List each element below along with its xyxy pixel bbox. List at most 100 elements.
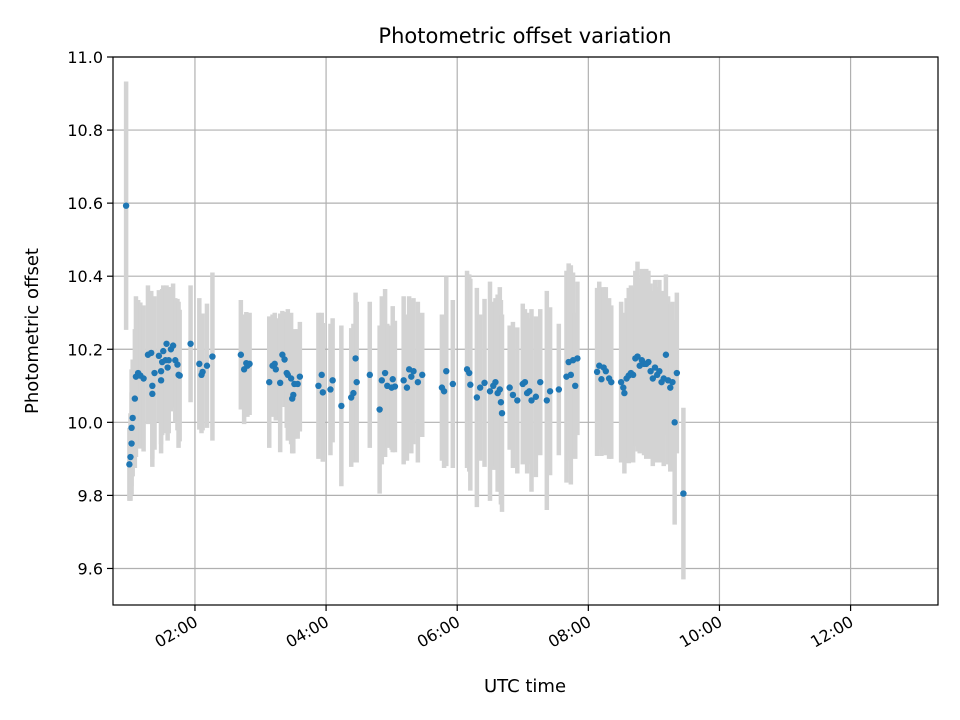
x-tick-label: 10:00 <box>676 612 725 652</box>
data-point <box>543 397 551 404</box>
data-point <box>169 342 177 349</box>
error-bars <box>123 81 686 580</box>
data-point <box>131 395 139 402</box>
data-point <box>509 391 517 399</box>
data-point <box>481 379 488 387</box>
y-axis-label: Photometric offset <box>22 248 43 414</box>
data-point <box>126 461 133 468</box>
data-point <box>127 453 134 461</box>
data-point <box>296 373 304 380</box>
data-point <box>151 369 158 377</box>
data-point <box>414 378 422 386</box>
data-point <box>473 394 481 401</box>
x-tick-label: 08:00 <box>545 612 594 652</box>
data-point <box>443 367 450 375</box>
data-point <box>329 377 336 384</box>
data-point <box>246 360 253 368</box>
data-point <box>634 353 641 360</box>
data-point <box>381 369 389 377</box>
data-point <box>651 364 659 371</box>
data-point <box>617 378 625 386</box>
data-point <box>671 419 678 426</box>
data-point <box>376 406 383 413</box>
data-point <box>567 371 575 379</box>
x-axis-ticks: 02:00 04:00 06:00 08:00 10:00 12:00 <box>152 605 857 652</box>
data-point <box>521 378 529 386</box>
data-point <box>389 376 396 383</box>
data-point <box>209 353 216 360</box>
data-point <box>598 376 605 383</box>
data-point <box>408 373 415 380</box>
data-point <box>496 386 504 393</box>
y-tick-label: 10.8 <box>67 121 103 140</box>
data-point <box>271 360 278 368</box>
y-axis-ticks: 9.6 9.8 10.0 10.2 10.4 10.6 10.8 11.0 <box>67 48 113 578</box>
data-point <box>440 388 448 395</box>
y-tick-label: 10.0 <box>67 413 103 432</box>
x-axis-label: UTC time <box>484 676 566 697</box>
data-point <box>350 389 357 397</box>
data-point <box>466 369 473 377</box>
data-point <box>187 340 194 347</box>
data-point <box>164 364 171 371</box>
data-point <box>680 490 687 497</box>
data-point <box>419 371 426 379</box>
data-point <box>157 367 165 375</box>
data-point <box>315 382 322 389</box>
data-point <box>621 389 628 397</box>
data-point <box>492 378 499 386</box>
data-point <box>647 367 654 375</box>
data-point <box>514 397 521 404</box>
data-point <box>602 367 610 375</box>
data-point <box>410 367 417 375</box>
data-point <box>327 386 334 393</box>
data-point <box>149 382 156 389</box>
data-point <box>608 378 615 386</box>
y-tick-label: 9.6 <box>78 559 103 578</box>
data-point <box>128 440 135 447</box>
data-point <box>272 366 280 373</box>
data-point <box>176 372 183 379</box>
data-point <box>353 378 360 386</box>
data-point <box>157 377 165 384</box>
data-point <box>199 368 206 376</box>
data-point <box>667 384 674 391</box>
data-point <box>160 347 167 355</box>
data-point <box>645 358 652 366</box>
data-point <box>620 384 627 391</box>
data-point <box>276 379 284 387</box>
data-point <box>366 371 373 379</box>
data-point <box>196 360 203 368</box>
data-point <box>403 384 411 391</box>
data-point <box>174 361 181 368</box>
data-point <box>498 410 506 417</box>
data-point <box>155 352 163 360</box>
data-point <box>497 399 505 406</box>
data-point <box>555 386 563 393</box>
data-point <box>165 357 172 364</box>
data-point <box>449 380 457 388</box>
data-point <box>486 388 494 395</box>
data-point <box>673 369 681 377</box>
data-point <box>467 381 474 388</box>
data-point <box>352 355 359 362</box>
data-point <box>391 383 399 390</box>
data-point <box>656 367 663 375</box>
data-point <box>237 351 245 358</box>
x-tick-label: 02:00 <box>152 612 201 652</box>
data-point <box>662 351 670 358</box>
plot-frame <box>112 56 939 606</box>
y-tick-label: 9.8 <box>78 486 103 505</box>
data-point <box>532 393 540 400</box>
data-point <box>279 351 286 358</box>
data-point <box>593 368 601 376</box>
data-point <box>572 382 579 389</box>
data-point <box>338 402 345 410</box>
data-point <box>669 378 676 386</box>
data-point <box>128 424 135 432</box>
data-point <box>537 378 544 386</box>
data-point <box>281 356 288 363</box>
y-tick-label: 11.0 <box>67 48 103 67</box>
data-point <box>149 390 156 398</box>
